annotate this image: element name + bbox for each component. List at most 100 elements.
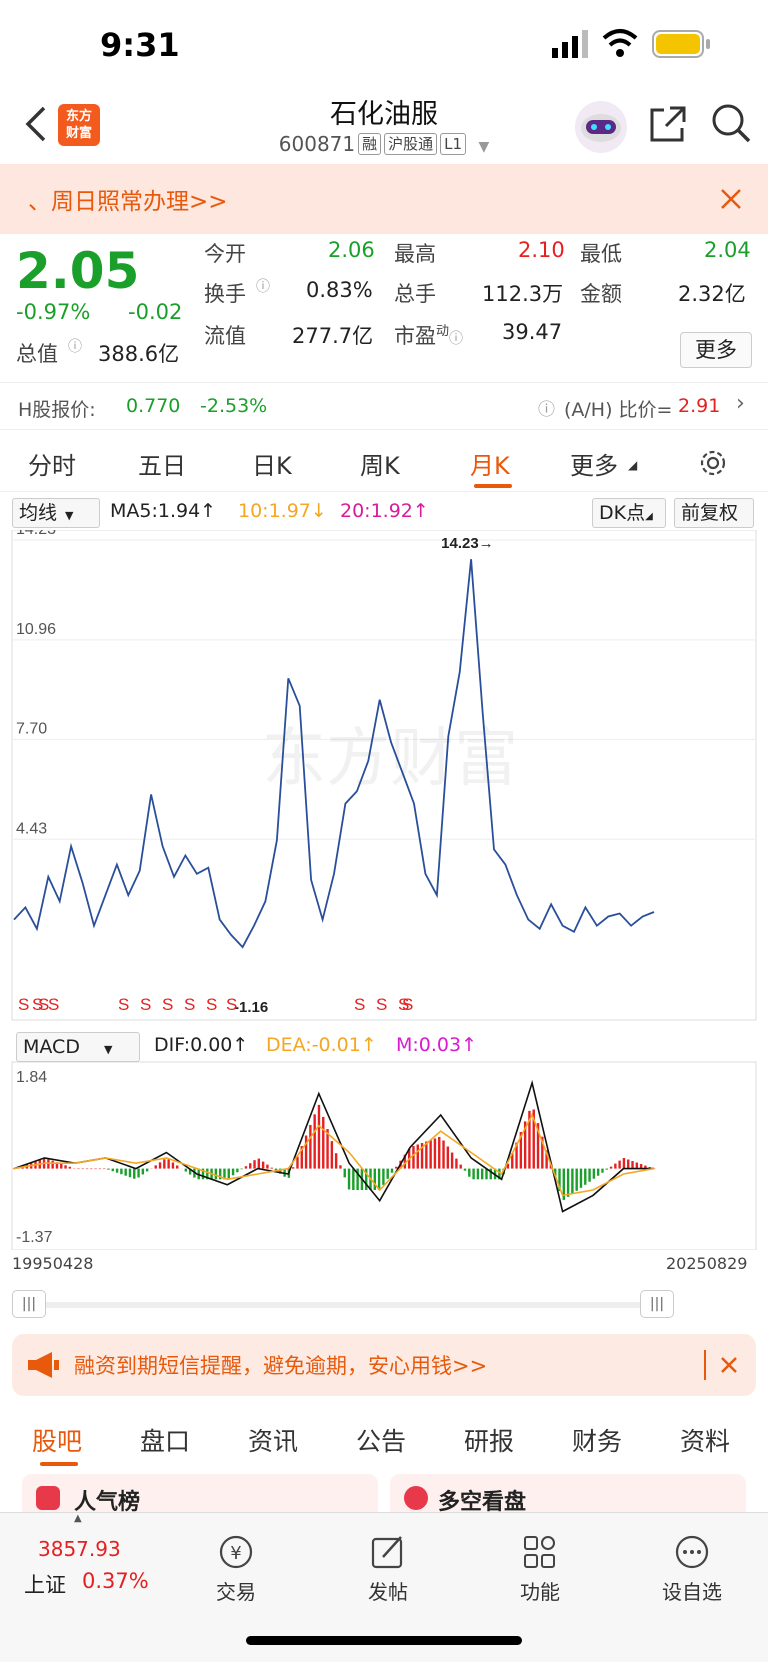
- ma-select[interactable]: 均线 ▼: [12, 498, 100, 528]
- macd-bar: [382, 1168, 385, 1185]
- tab-intraday[interactable]: 分时: [28, 452, 76, 480]
- macd-bar: [566, 1168, 570, 1197]
- amount-label: 金额: [580, 282, 622, 306]
- promo-banner[interactable]: 融资到期短信提醒，避免逾期，安心用钱>>: [12, 1334, 756, 1396]
- close-icon[interactable]: [720, 1356, 738, 1374]
- chevron-right-icon: ›: [736, 391, 745, 416]
- back-icon[interactable]: [24, 104, 48, 144]
- tab-5day[interactable]: 五日: [138, 452, 186, 480]
- post-button[interactable]: 发帖: [338, 1533, 438, 1605]
- help-icon[interactable]: ⓘ: [538, 400, 555, 420]
- change-value: -0.02: [128, 300, 183, 324]
- max-price-label: 14.23→: [441, 535, 494, 552]
- macd-bar: [390, 1168, 394, 1173]
- notice-banner[interactable]: 、周日照常办理>>: [0, 164, 768, 234]
- bull-bear-card[interactable]: 多空看盘: [390, 1474, 746, 1515]
- range-handle-left[interactable]: |||: [12, 1290, 46, 1318]
- h-share-pct: -2.53%: [200, 395, 268, 417]
- macd-bar: [356, 1168, 359, 1191]
- macd-bar: [558, 1168, 561, 1192]
- index-value[interactable]: 3857.93: [38, 1537, 121, 1561]
- dk-point-button[interactable]: DK点◢: [592, 498, 666, 528]
- popular-card[interactable]: 人气榜: [22, 1474, 378, 1515]
- tab-monthly-k[interactable]: 月K: [470, 452, 510, 480]
- search-icon[interactable]: [710, 102, 752, 144]
- macd-bar: [240, 1168, 243, 1170]
- macd-bar: [523, 1121, 527, 1169]
- macd-bar: [77, 1168, 80, 1170]
- macd-bar: [562, 1168, 565, 1200]
- robot-assistant-icon[interactable]: [574, 100, 628, 154]
- dea-legend: DEA:-0.01↑: [266, 1034, 377, 1056]
- macd-bar: [639, 1164, 643, 1169]
- macd-bar: [90, 1168, 93, 1170]
- macd-select[interactable]: MACD ▼: [16, 1032, 140, 1062]
- sell-signal: S: [18, 995, 29, 1014]
- tab-guba[interactable]: 股吧: [32, 1427, 83, 1456]
- tab-news[interactable]: 资讯: [248, 1427, 299, 1456]
- tab-announcement[interactable]: 公告: [356, 1427, 407, 1456]
- sell-signal: S: [162, 995, 173, 1014]
- info-icon[interactable]: ⓘ: [68, 339, 82, 355]
- macd-bar: [618, 1160, 621, 1169]
- macd-bar: [291, 1167, 295, 1169]
- active-tab-indicator: [474, 484, 512, 488]
- macd-bar: [64, 1165, 67, 1169]
- m-legend: M:0.03↑: [396, 1034, 478, 1056]
- ma10-legend: 10:1.97↓: [238, 500, 327, 522]
- promo-text: 融资到期短信提醒，避免逾期，安心用钱>>: [74, 1354, 488, 1378]
- price-line: [13, 559, 655, 949]
- sell-signal: S: [32, 995, 43, 1014]
- tab-research[interactable]: 研报: [464, 1427, 515, 1456]
- macd-bar: [403, 1154, 407, 1169]
- more-dots-icon: [675, 1535, 709, 1569]
- megaphone-icon: [28, 1352, 59, 1378]
- macd-bar: [236, 1168, 239, 1173]
- trade-button[interactable]: ¥ 交易: [186, 1533, 286, 1605]
- active-tab-indicator: [40, 1462, 78, 1466]
- macd-bar: [124, 1168, 127, 1176]
- macd-bar: [588, 1168, 591, 1182]
- dropdown-icon: ▼: [478, 139, 490, 155]
- macd-bar: [532, 1109, 535, 1169]
- tab-pankou[interactable]: 盘口: [140, 1427, 191, 1456]
- caret-up-icon: ▲: [74, 1513, 82, 1524]
- ah-value: 2.91: [678, 395, 721, 417]
- close-icon[interactable]: [720, 188, 742, 210]
- tab-weekly-k[interactable]: 周K: [360, 452, 400, 480]
- sell-signal: S: [398, 995, 409, 1014]
- settings-gear-icon[interactable]: [696, 446, 730, 480]
- watchlist-button[interactable]: 设自选: [642, 1533, 742, 1605]
- macd-bar: [468, 1168, 471, 1177]
- h-share-row[interactable]: H股报价: 0.770 -2.53% ⓘ (A/H) 比价= 2.91 ›: [0, 382, 768, 430]
- battery-icon: [652, 30, 710, 58]
- macd-bar: [343, 1168, 346, 1178]
- tab-daily-k[interactable]: 日K: [252, 452, 292, 480]
- macd-bar: [429, 1139, 432, 1169]
- macd-bar: [322, 1116, 325, 1169]
- stock-code-row[interactable]: 600871 融沪股通 L1 ▼: [0, 132, 768, 156]
- info-icon[interactable]: ⓘ: [256, 279, 270, 295]
- stock-code: 600871: [278, 132, 356, 156]
- range-slider-track[interactable]: [30, 1302, 660, 1308]
- macd-bar: [515, 1142, 518, 1169]
- functions-button[interactable]: 功能: [490, 1533, 590, 1605]
- tab-profile[interactable]: 资料: [680, 1427, 731, 1456]
- tab-more[interactable]: 更多: [570, 452, 618, 480]
- index-name: 上证: [24, 1573, 66, 1597]
- tab-finance[interactable]: 财务: [572, 1427, 623, 1456]
- macd-bar: [446, 1146, 450, 1169]
- macd-bottom-label: -1.37: [16, 1229, 53, 1246]
- macd-bar: [184, 1168, 188, 1172]
- macd-bar: [536, 1123, 540, 1169]
- macd-bar: [133, 1168, 136, 1179]
- macd-bar: [438, 1136, 441, 1169]
- divider: [704, 1350, 706, 1380]
- range-handle-right[interactable]: |||: [640, 1290, 674, 1318]
- adjust-button[interactable]: 前复权: [674, 498, 754, 528]
- macd-bar: [412, 1146, 415, 1169]
- more-button[interactable]: 更多: [680, 332, 752, 368]
- share-icon[interactable]: [648, 104, 688, 144]
- kline-chart-area[interactable]: 均线 ▼ MA5:1.94↑ 10:1.97↓ 20:1.92↑ DK点◢ 前复权…: [0, 492, 768, 1322]
- macd-bar: [554, 1168, 557, 1178]
